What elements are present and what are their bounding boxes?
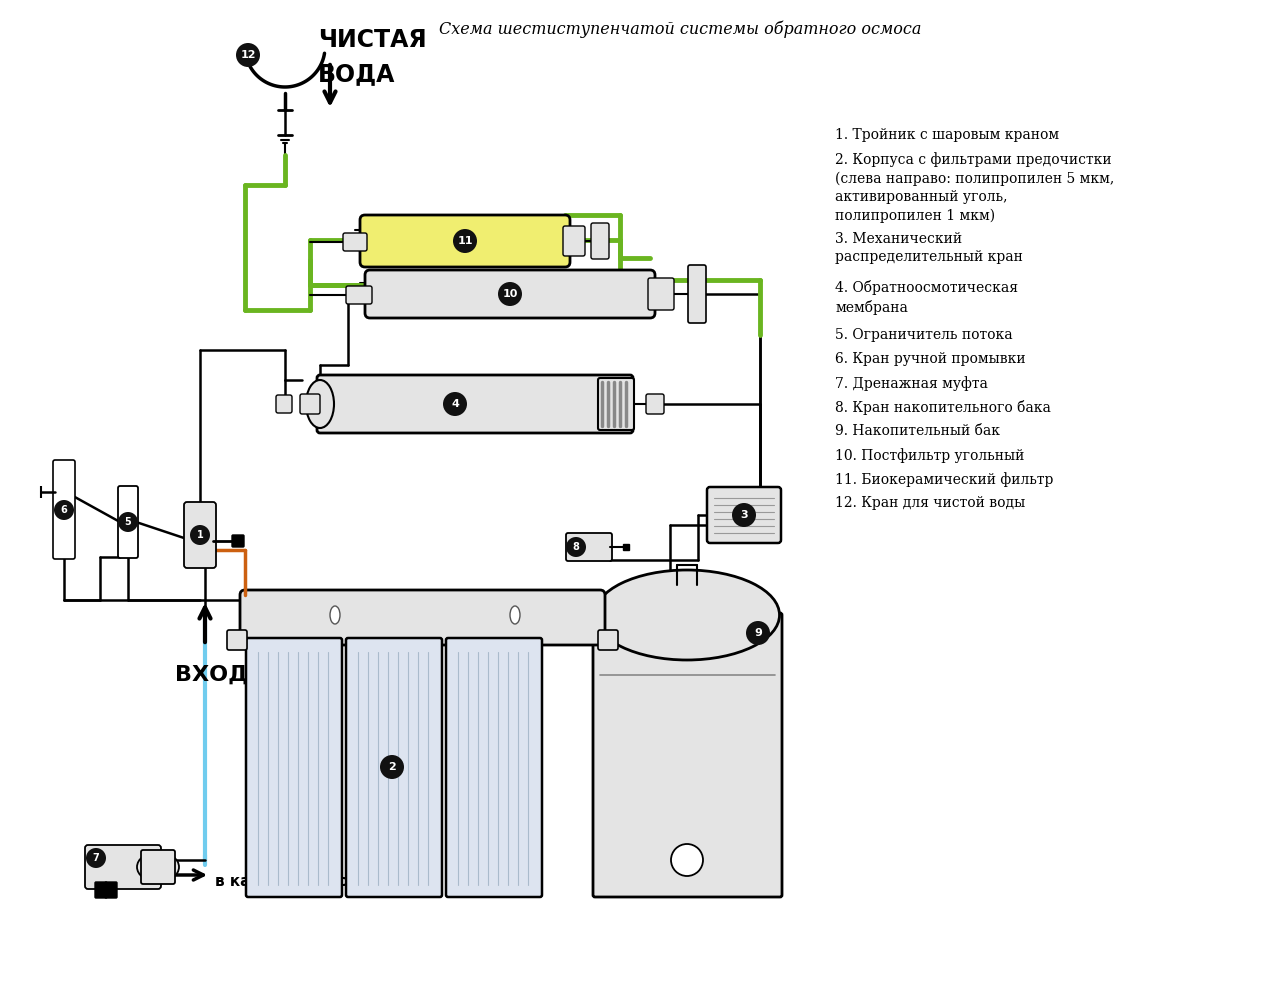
Text: 3. Механический
распределительный кран: 3. Механический распределительный кран <box>835 232 1023 264</box>
Ellipse shape <box>137 852 179 882</box>
Circle shape <box>498 282 522 306</box>
Circle shape <box>54 500 74 520</box>
Ellipse shape <box>306 380 334 428</box>
FancyBboxPatch shape <box>591 223 609 259</box>
Circle shape <box>453 229 477 253</box>
Text: 10: 10 <box>502 289 517 299</box>
FancyBboxPatch shape <box>52 460 76 559</box>
FancyBboxPatch shape <box>246 638 342 897</box>
FancyBboxPatch shape <box>648 278 675 310</box>
FancyBboxPatch shape <box>317 375 634 433</box>
Circle shape <box>86 848 106 868</box>
Text: 7. Дренажная муфта: 7. Дренажная муфта <box>835 376 988 391</box>
FancyBboxPatch shape <box>563 226 585 256</box>
FancyBboxPatch shape <box>118 486 138 558</box>
Text: 5. Ограничитель потока: 5. Ограничитель потока <box>835 328 1012 342</box>
Text: 5: 5 <box>124 517 132 527</box>
Text: 12: 12 <box>241 50 256 60</box>
Text: Схема шестиступенчатой системы обратного осмоса: Схема шестиступенчатой системы обратного… <box>439 20 922 38</box>
Text: 8: 8 <box>572 542 580 552</box>
Text: 12. Кран для чистой воды: 12. Кран для чистой воды <box>835 496 1025 510</box>
Text: 11. Биокерамический фильтр: 11. Биокерамический фильтр <box>835 472 1053 487</box>
Circle shape <box>236 43 260 67</box>
Text: 4: 4 <box>451 399 460 409</box>
FancyBboxPatch shape <box>95 882 108 898</box>
FancyBboxPatch shape <box>365 270 655 318</box>
Text: 2. Корпуса с фильтрами предочистки
(слева направо: полипропилен 5 мкм,
активиров: 2. Корпуса с фильтрами предочистки (слев… <box>835 152 1115 224</box>
FancyBboxPatch shape <box>276 395 292 413</box>
Text: ВОДА: ВОДА <box>317 62 396 86</box>
Text: в канализацию: в канализацию <box>215 874 349 889</box>
Text: 2: 2 <box>388 762 396 772</box>
FancyBboxPatch shape <box>232 535 244 547</box>
Circle shape <box>189 525 210 545</box>
Text: 11: 11 <box>457 236 472 246</box>
Text: 10. Постфильтр угольный: 10. Постфильтр угольный <box>835 448 1024 463</box>
Text: 7: 7 <box>92 853 100 863</box>
Text: 6. Кран ручной промывки: 6. Кран ручной промывки <box>835 352 1025 366</box>
Circle shape <box>443 392 467 416</box>
Circle shape <box>746 621 771 645</box>
Text: 1: 1 <box>197 530 204 540</box>
FancyBboxPatch shape <box>598 630 618 650</box>
Text: 6: 6 <box>60 505 68 515</box>
FancyBboxPatch shape <box>141 850 175 884</box>
Ellipse shape <box>509 606 520 624</box>
FancyBboxPatch shape <box>105 882 116 898</box>
FancyBboxPatch shape <box>346 286 372 304</box>
Ellipse shape <box>330 606 340 624</box>
Circle shape <box>566 537 586 557</box>
FancyBboxPatch shape <box>227 630 247 650</box>
Text: 3: 3 <box>740 510 748 520</box>
Text: 8. Кран накопительного бака: 8. Кран накопительного бака <box>835 400 1051 415</box>
FancyBboxPatch shape <box>300 394 320 414</box>
FancyBboxPatch shape <box>360 215 570 267</box>
FancyBboxPatch shape <box>707 487 781 543</box>
FancyBboxPatch shape <box>689 265 707 323</box>
Circle shape <box>118 512 138 532</box>
Text: ЧИСТАЯ: ЧИСТАЯ <box>317 28 426 52</box>
Text: 4. Обратноосмотическая
мембрана: 4. Обратноосмотическая мембрана <box>835 280 1018 314</box>
Text: 9. Накопительный бак: 9. Накопительный бак <box>835 424 1000 438</box>
Circle shape <box>380 755 404 779</box>
FancyBboxPatch shape <box>593 613 782 897</box>
Ellipse shape <box>594 570 780 660</box>
Text: 9: 9 <box>754 628 762 638</box>
FancyBboxPatch shape <box>646 394 664 414</box>
Circle shape <box>732 503 756 527</box>
Text: ВХОД: ВХОД <box>175 665 248 685</box>
FancyBboxPatch shape <box>343 233 367 251</box>
FancyBboxPatch shape <box>84 845 161 889</box>
FancyBboxPatch shape <box>598 378 634 430</box>
Circle shape <box>671 844 703 876</box>
FancyBboxPatch shape <box>346 638 442 897</box>
FancyBboxPatch shape <box>184 502 216 568</box>
FancyBboxPatch shape <box>566 533 612 561</box>
FancyBboxPatch shape <box>241 590 605 645</box>
FancyBboxPatch shape <box>445 638 541 897</box>
Text: 1. Тройник с шаровым краном: 1. Тройник с шаровым краном <box>835 128 1059 142</box>
